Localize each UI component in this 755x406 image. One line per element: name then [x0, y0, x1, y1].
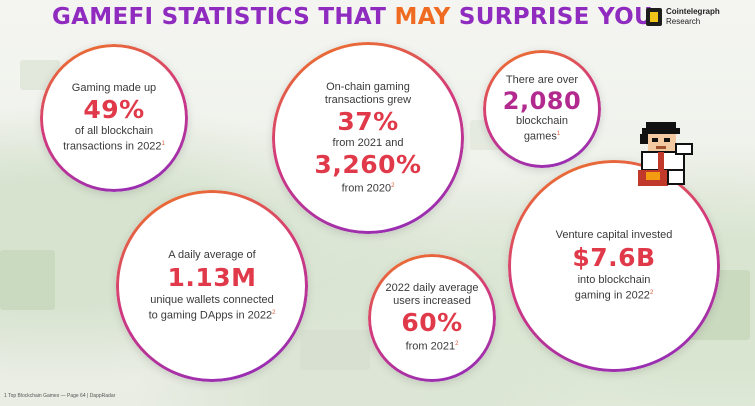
stat-pre-text: Venture capital invested	[555, 229, 673, 242]
stat-circle-gaming-share: Gaming made up 49% of all blockchain tra…	[40, 44, 188, 192]
stat-pre-text: 2022 daily average users increased	[385, 282, 479, 308]
stat-content: Gaming made up 49% of all blockchain tra…	[40, 44, 188, 192]
stat-mid-text: from 2021 and	[332, 136, 404, 149]
stat-post-text: of all blockchain transactions in 2022	[63, 125, 162, 153]
cointelegraph-logo-icon	[646, 8, 662, 26]
cointelegraph-logo: Cointelegraph Research	[646, 6, 742, 30]
page-title: GAMEFI STATISTICS THAT MAY SURPRISE YOU	[52, 4, 653, 30]
stat-value: 1.13M	[167, 263, 257, 293]
stat-pre-text: There are over	[505, 74, 579, 87]
footnote-source: 1 Top Blockchain Games — Page 64 | DappR…	[4, 393, 116, 399]
stat-circle-daily-users: 2022 daily average users increased 60% f…	[368, 254, 496, 382]
stat-content: 2022 daily average users increased 60% f…	[368, 254, 496, 382]
title-part-1: GAMEFI STATISTICS THAT	[52, 4, 387, 30]
stat-pre-text: On-chain gaming transactions grew	[324, 80, 412, 106]
title-part-3: SURPRISE YOU	[458, 4, 653, 30]
stat-content: On-chain gaming transactions grew 37% fr…	[272, 42, 464, 234]
stat-post-text: blockchain games	[516, 115, 568, 143]
footnote-ref: 1	[161, 141, 165, 148]
logo-line-2: Research	[666, 17, 701, 26]
footnote-ref: 2	[391, 182, 395, 189]
stat-post-text: from 2021	[405, 340, 456, 353]
stat-post-text: from 2020	[341, 182, 392, 195]
footnote-ref: 2	[649, 290, 654, 297]
stat-circle-game-count: There are over 2,080 blockchain games1	[483, 50, 601, 168]
stat-pre-text: Gaming made up	[71, 82, 157, 95]
logo-text: Cointelegraph Research	[666, 7, 720, 27]
stat-content: A daily average of 1.13M unique wallets …	[116, 190, 308, 382]
stat-value: 2,080	[502, 87, 582, 116]
stat-post-text: unique wallets connected to gaming DApps…	[148, 294, 274, 322]
stat-circle-daily-wallets: A daily average of 1.13M unique wallets …	[116, 190, 308, 382]
stat-value: 37%	[337, 106, 399, 136]
logo-line-1: Cointelegraph	[666, 7, 720, 16]
stat-circle-transactions-growth: On-chain gaming transactions grew 37% fr…	[272, 42, 464, 234]
bg-block	[300, 330, 370, 370]
bg-block	[0, 250, 55, 310]
stat-value: $7.6B	[572, 243, 656, 273]
stat-pre-text: A daily average of	[168, 249, 256, 262]
stat-value: 60%	[401, 308, 463, 338]
stat-content: There are over 2,080 blockchain games1	[483, 50, 601, 168]
stat-post-text: into blockchain gaming in 2022	[574, 274, 651, 302]
footnote-ref: 2	[272, 310, 276, 317]
footnote-ref: 1	[556, 131, 561, 138]
pixel-mascot-icon	[638, 122, 693, 186]
stat-value-2: 3,260%	[314, 149, 422, 179]
stat-content: Venture capital invested $7.6B into bloc…	[508, 160, 720, 372]
stat-circle-venture-capital: Venture capital invested $7.6B into bloc…	[508, 160, 720, 372]
stat-value: 49%	[83, 95, 145, 125]
title-part-2: MAY	[394, 4, 451, 30]
footnote-ref: 2	[455, 341, 459, 348]
